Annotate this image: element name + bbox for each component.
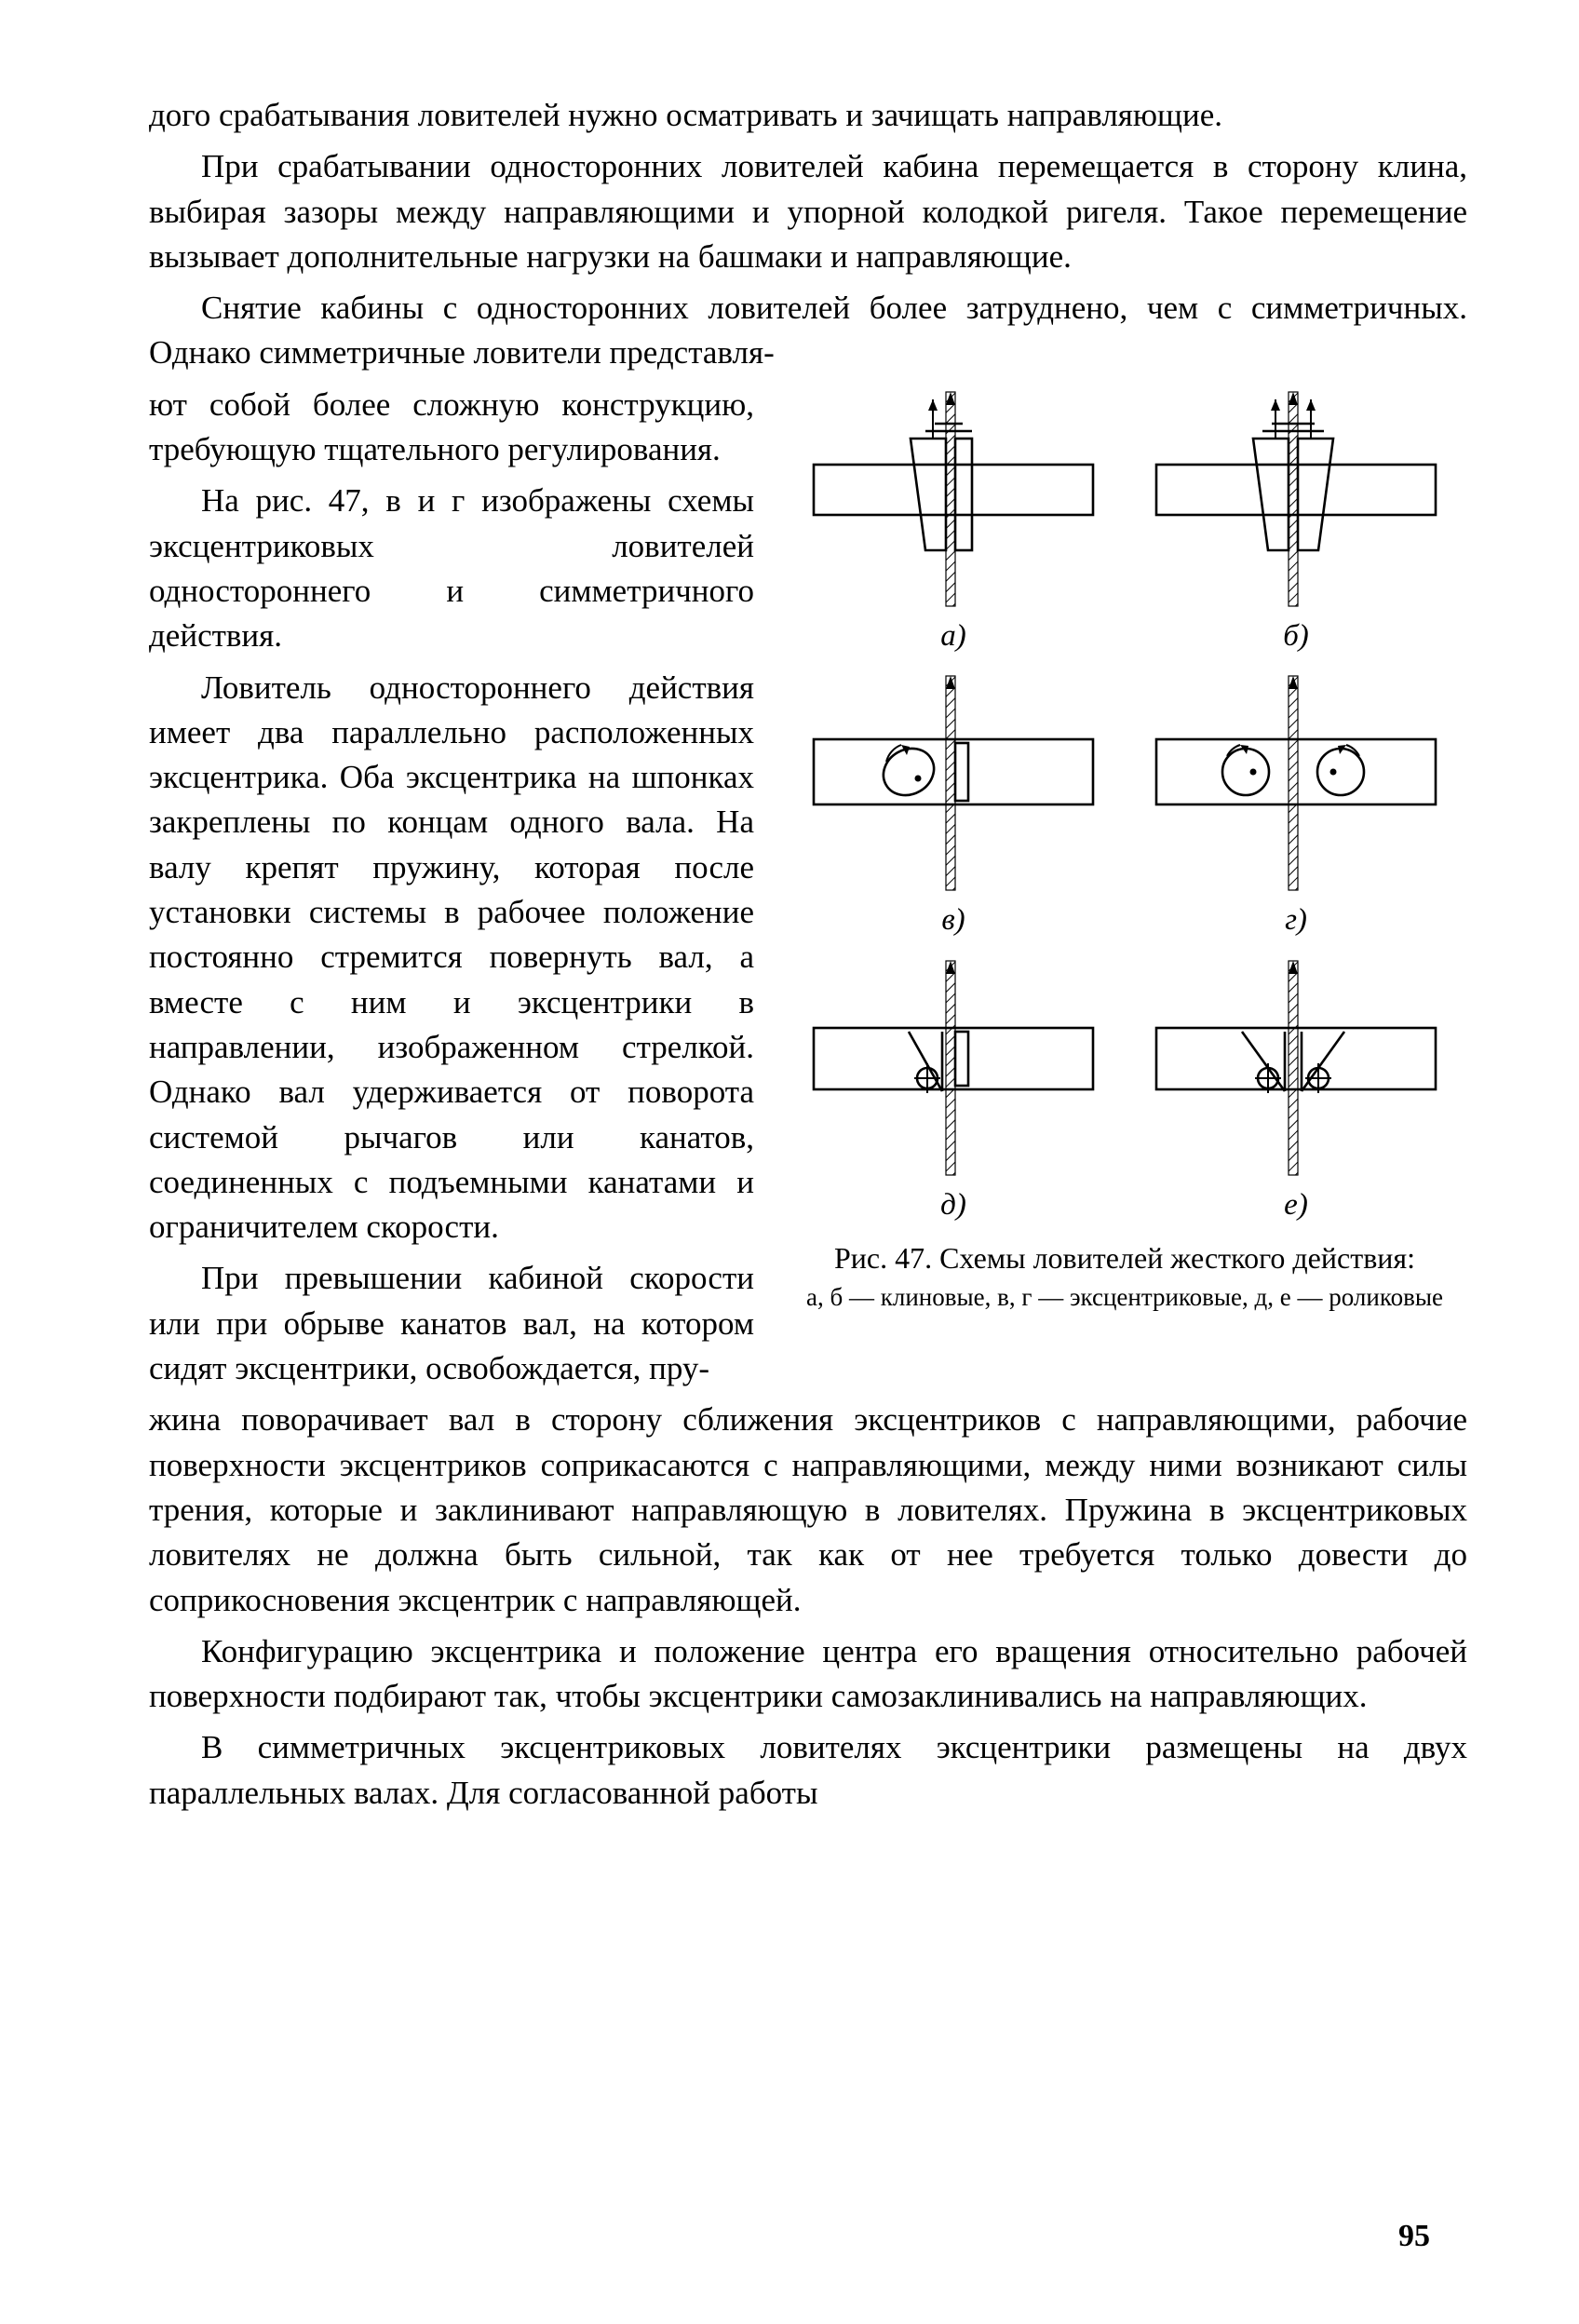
paragraph: При срабатывании односторонних ловителей…	[149, 144, 1467, 279]
paragraph: дого срабатывания ловителей нужно осматр…	[149, 93, 1467, 138]
scheme-label-g: г)	[1285, 899, 1307, 942]
scheme-label-d: д)	[940, 1184, 966, 1227]
scheme-a: а)	[782, 383, 1125, 658]
page: дого срабатывания ловителей нужно осматр…	[0, 0, 1579, 2324]
scheme-b: б)	[1125, 383, 1467, 658]
scheme-d: д)	[782, 952, 1125, 1227]
paragraph: При превышении кабиной скорости или при …	[149, 1256, 754, 1391]
figure-caption-legend: а, б — клиновые, в, г — эксцентриковые, …	[806, 1282, 1443, 1314]
scheme-g: г)	[1125, 667, 1467, 942]
figure-column: а)	[782, 383, 1467, 1314]
paragraph: Снятие кабины с односторонних ловителей …	[149, 286, 1467, 376]
scheme-label-a: а)	[940, 615, 966, 658]
diagram-e	[1128, 952, 1464, 1184]
scheme-row-1: а)	[782, 383, 1467, 658]
two-column-region: ют собой более сложную конструкцию, треб…	[149, 383, 1467, 1398]
scheme-e: е)	[1125, 952, 1467, 1227]
left-column: ют собой более сложную конструкцию, треб…	[149, 383, 754, 1398]
scheme-row-3: д)	[782, 952, 1467, 1227]
scheme-label-b: б)	[1283, 615, 1309, 658]
diagram-g	[1128, 667, 1464, 899]
scheme-label-e: е)	[1284, 1184, 1308, 1227]
paragraph: ют собой более сложную конструкцию, треб…	[149, 383, 754, 473]
figure-caption-legend-text: а, б — клиновые, в, г — эксцентриковые, …	[806, 1283, 1443, 1311]
paragraph: Конфигурацию эксцентрика и положение цен…	[149, 1629, 1467, 1720]
scheme-label-v: в)	[941, 899, 965, 942]
diagram-b	[1128, 383, 1464, 615]
diagram-a	[786, 383, 1121, 615]
paragraph: жина поворачивает вал в сторону сближени…	[149, 1398, 1467, 1622]
scheme-v: в)	[782, 667, 1125, 942]
diagram-v	[786, 667, 1121, 899]
paragraph: Ловитель одностороннего действия имеет д…	[149, 666, 754, 1250]
scheme-row-2: в)	[782, 667, 1467, 942]
paragraph: На рис. 47, в и г изображены схемы эксце…	[149, 479, 754, 658]
page-number: 95	[1398, 2215, 1430, 2259]
diagram-d	[786, 952, 1121, 1184]
figure-47: а)	[782, 383, 1467, 1227]
paragraph: В симметричных эксцентриковых ловителях …	[149, 1725, 1467, 1816]
figure-caption: Рис. 47. Схемы ловителей жесткого действ…	[834, 1239, 1415, 1277]
